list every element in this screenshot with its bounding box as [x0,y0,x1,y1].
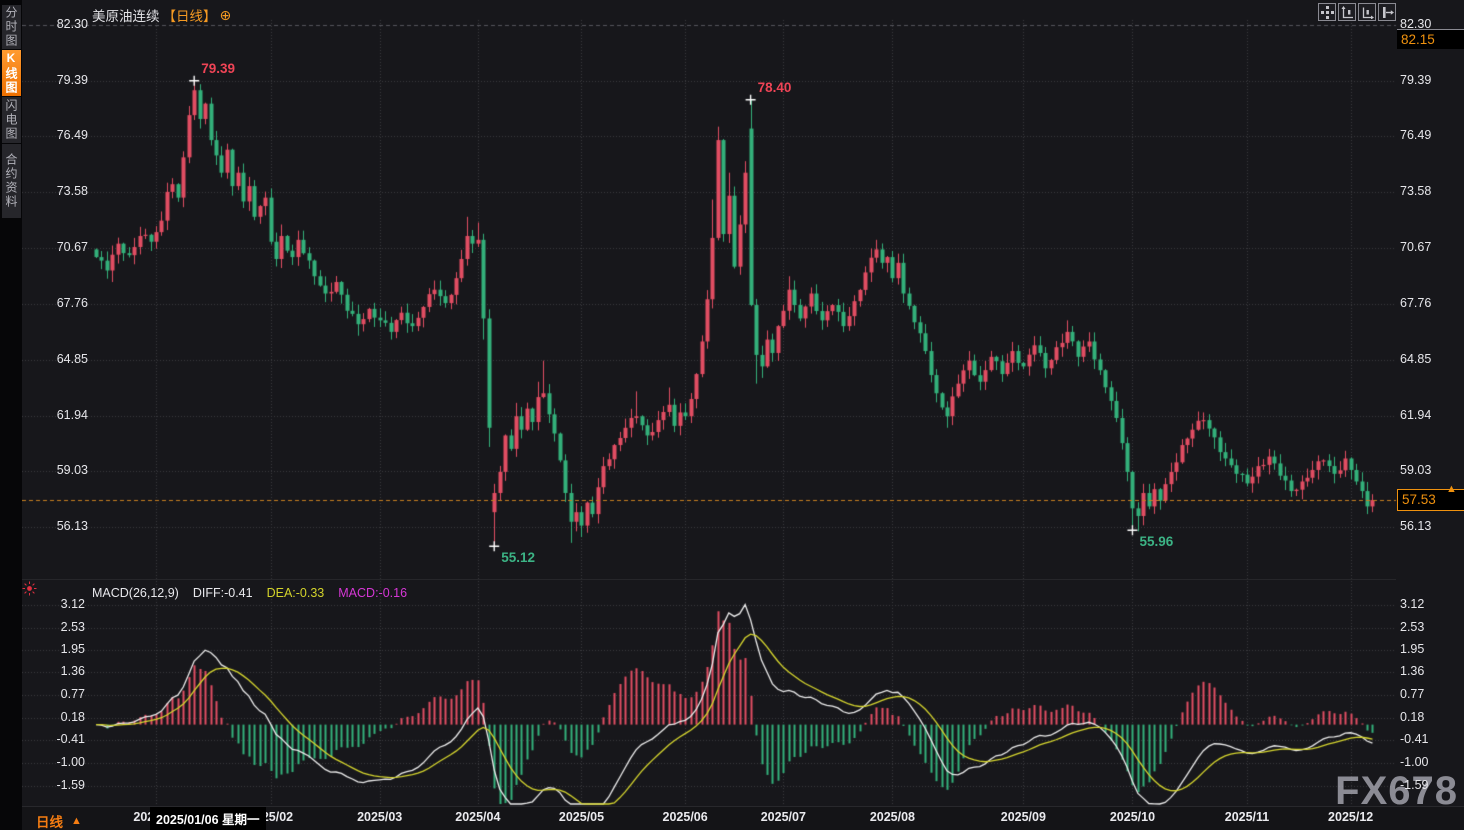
time-axis-label: 2025/10 [1109,810,1156,824]
time-axis-label: 2025/08 [869,810,916,824]
extreme-price-annotation: 78.40 [757,79,792,95]
price-axis-scale-icon[interactable] [1338,3,1356,21]
extreme-price-annotation: 79.39 [201,60,235,76]
period-selector[interactable]: 日线 ▲ [36,811,82,830]
macd-tick-right: 1.36 [1400,664,1425,679]
macd-tick-left: 3.12 [60,596,85,611]
price-tick-left: 70.67 [56,240,88,255]
price-tick-right: 70.67 [1400,240,1432,255]
macd-diff-value: DIFF:-0.41 [192,586,253,600]
macd-tick-left: 1.95 [60,641,85,656]
chart-title: 美原油连续 【日线】 ⊕ [92,5,231,25]
indicator-settings-icon[interactable]: ⊕ [219,7,232,23]
macd-readout: MACD(26,12,9) DIFF:-0.41 DEA:-0.33 MACD:… [92,586,407,600]
macd-tick-right: 3.12 [1400,596,1425,611]
macd-tick-left: 1.36 [60,664,85,679]
price-tick-right: 61.94 [1400,407,1432,422]
price-tick-right: 76.49 [1400,128,1432,143]
time-axis-scale-icon[interactable] [1358,3,1376,21]
sidebar-tab-2[interactable]: K线图 [2,50,21,96]
macd-tick-right: 2.53 [1400,619,1425,634]
move-crosshair-icon[interactable] [1318,3,1336,21]
chart-type-sidebar: 分时图 K线图 闪电图 合约资料 [0,0,22,830]
time-axis-label: 2025/11 [1224,810,1270,824]
price-tick-right: 56.13 [1400,518,1432,533]
macd-tick-left: -0.41 [56,732,86,747]
price-tick-left: 76.49 [56,128,88,143]
macd-tick-left: 0.18 [60,709,85,724]
sidebar-tab-3[interactable]: 闪电图 [2,97,21,143]
period-label: 日线 [36,815,63,830]
sidebar-tab-1[interactable]: 分时图 [2,5,21,49]
price-tick-left: 61.94 [56,407,88,422]
time-axis-label: 2025/03 [357,810,403,824]
macd-formula: MACD(26,12,9) [92,586,179,600]
macd-tick-left: -1.59 [56,777,86,792]
last-price-arrow-icon: ▲ [1446,483,1457,496]
period-arrow-icon: ▲ [71,815,82,827]
macd-tick-right: 0.77 [1400,687,1425,702]
time-axis-label: 2025/12 [1328,810,1374,824]
price-tick-left: 64.85 [56,351,88,366]
macd-tick-right: 0.18 [1400,709,1425,724]
macd-histogram-value: MACD:-0.16 [338,586,408,600]
price-tick-right: 64.85 [1400,351,1432,366]
last-price-badge: 57.53 [1397,489,1464,512]
price-tick-left: 79.39 [56,72,88,87]
macd-tick-left: 0.77 [60,687,85,702]
time-axis-label: 2025/06 [662,810,708,824]
price-tick-right: 73.58 [1400,184,1432,199]
price-tick-left: 73.58 [56,184,88,199]
extreme-price-annotation: 55.96 [1139,534,1174,550]
price-tick-left: 67.76 [56,295,88,310]
symbol-name: 美原油连续 [92,9,160,24]
price-tick-left: 59.03 [56,463,88,478]
sidebar-tab-4[interactable]: 合约资料 [2,144,21,218]
time-axis-label: 2025/09 [1000,810,1046,824]
panel-divider [22,579,1396,580]
scale-high-badge: 82.15 [1397,29,1464,49]
time-axis-label: 2025/04 [455,810,501,824]
price-tick-right: 79.39 [1400,72,1432,87]
macd-tick-right: -1.00 [1400,754,1429,769]
macd-dea-value: DEA:-0.33 [266,586,325,600]
macd-tick-right: -1.59 [1400,777,1429,792]
price-tick-left: 82.30 [56,17,88,31]
price-tick-right: 82.30 [1400,17,1432,31]
chart-toolbar [1318,3,1396,21]
macd-tick-left: 2.53 [60,619,85,634]
exit-chart-icon[interactable] [1378,3,1396,21]
price-tick-right: 67.76 [1400,295,1432,310]
period-tag: 【日线】 [162,9,217,24]
price-tick-right: 59.03 [1400,463,1432,478]
indicator-alert-icon[interactable] [22,581,37,601]
time-axis-label: 2025/05 [558,810,605,824]
extreme-price-annotation: 55.12 [501,550,535,566]
macd-tick-right: 1.95 [1400,641,1425,656]
time-axis-label: 2025/07 [760,810,806,824]
date-marker-tooltip: 2025/01/06 星期一 [150,807,266,830]
macd-tick-left: -1.00 [56,754,86,769]
macd-tick-right: -0.41 [1400,732,1429,747]
price-tick-left: 56.13 [56,518,88,533]
fx678-watermark: FX678 [1335,769,1458,813]
